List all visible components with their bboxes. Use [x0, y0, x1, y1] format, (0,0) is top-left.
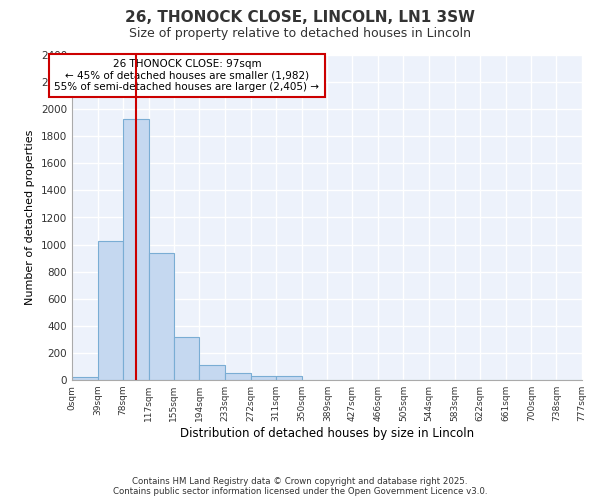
- X-axis label: Distribution of detached houses by size in Lincoln: Distribution of detached houses by size …: [180, 427, 474, 440]
- Text: Size of property relative to detached houses in Lincoln: Size of property relative to detached ho…: [129, 28, 471, 40]
- Bar: [199, 365, 225, 380]
- Bar: [123, 118, 149, 380]
- Text: Contains public sector information licensed under the Open Government Licence v3: Contains public sector information licen…: [113, 487, 487, 496]
- Bar: [276, 376, 302, 380]
- Bar: [174, 336, 199, 380]
- Bar: [72, 378, 98, 380]
- Bar: [251, 376, 276, 380]
- Y-axis label: Number of detached properties: Number of detached properties: [25, 130, 35, 305]
- Bar: [149, 254, 174, 380]
- Text: Contains HM Land Registry data © Crown copyright and database right 2025.: Contains HM Land Registry data © Crown c…: [132, 477, 468, 486]
- Text: 26 THONOCK CLOSE: 97sqm
← 45% of detached houses are smaller (1,982)
55% of semi: 26 THONOCK CLOSE: 97sqm ← 45% of detache…: [55, 59, 319, 92]
- Bar: [98, 241, 123, 380]
- Text: 26, THONOCK CLOSE, LINCOLN, LN1 3SW: 26, THONOCK CLOSE, LINCOLN, LN1 3SW: [125, 10, 475, 25]
- Bar: [225, 373, 251, 380]
